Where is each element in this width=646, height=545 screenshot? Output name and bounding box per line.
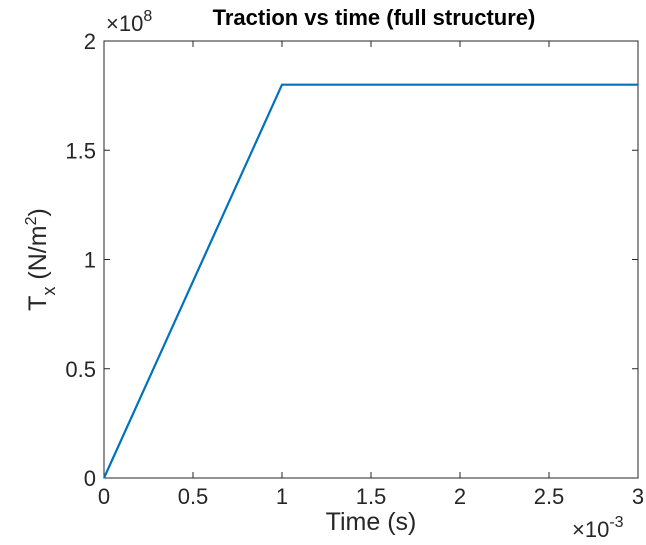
y-tick-label: 0 (84, 466, 96, 491)
series-layer (102, 83, 638, 479)
y-axis-label-main: T (24, 296, 52, 311)
x-tick-label: 2 (454, 484, 466, 509)
x-tick-label: 0 (98, 484, 110, 509)
x-tick-label: 2.5 (534, 484, 565, 509)
y-exponent-base: ×10 (106, 11, 143, 36)
y-axis-label-unit-superscript: 2 (23, 216, 40, 225)
y-exponent-power: 8 (143, 8, 152, 25)
y-axis-label-unit-close: ) (24, 208, 52, 216)
x-axis-label: Time (s) (326, 508, 417, 536)
x-tick-label: 3 (632, 484, 644, 509)
y-axis-label-subscript: x (39, 287, 59, 296)
x-tick-label: 0.5 (178, 484, 209, 509)
chart-title: Traction vs time (full structure) (213, 5, 536, 30)
x-tick-label: 1 (276, 484, 288, 509)
x-tick-label: 1.5 (356, 484, 387, 509)
y-tick-label: 1 (84, 248, 96, 273)
y-tick-label: 2 (84, 29, 96, 54)
x-exponent-base: ×10 (572, 517, 609, 542)
series-line (102, 83, 638, 479)
y-tick-label: 1.5 (65, 138, 96, 163)
y-axis-exponent: ×108 (106, 8, 152, 36)
x-exponent-power: -3 (609, 514, 623, 531)
y-axis-label-unit: (N/m (24, 225, 52, 286)
y-axis-label: Tx (N/m2) (23, 208, 59, 311)
y-tick-label: 0.5 (65, 357, 96, 382)
ticks-layer: 0 0.5 1 1.5 2 2.5 3 0 0.5 1 1.5 2 (65, 29, 644, 509)
x-axis-exponent: ×10-3 (572, 514, 624, 542)
